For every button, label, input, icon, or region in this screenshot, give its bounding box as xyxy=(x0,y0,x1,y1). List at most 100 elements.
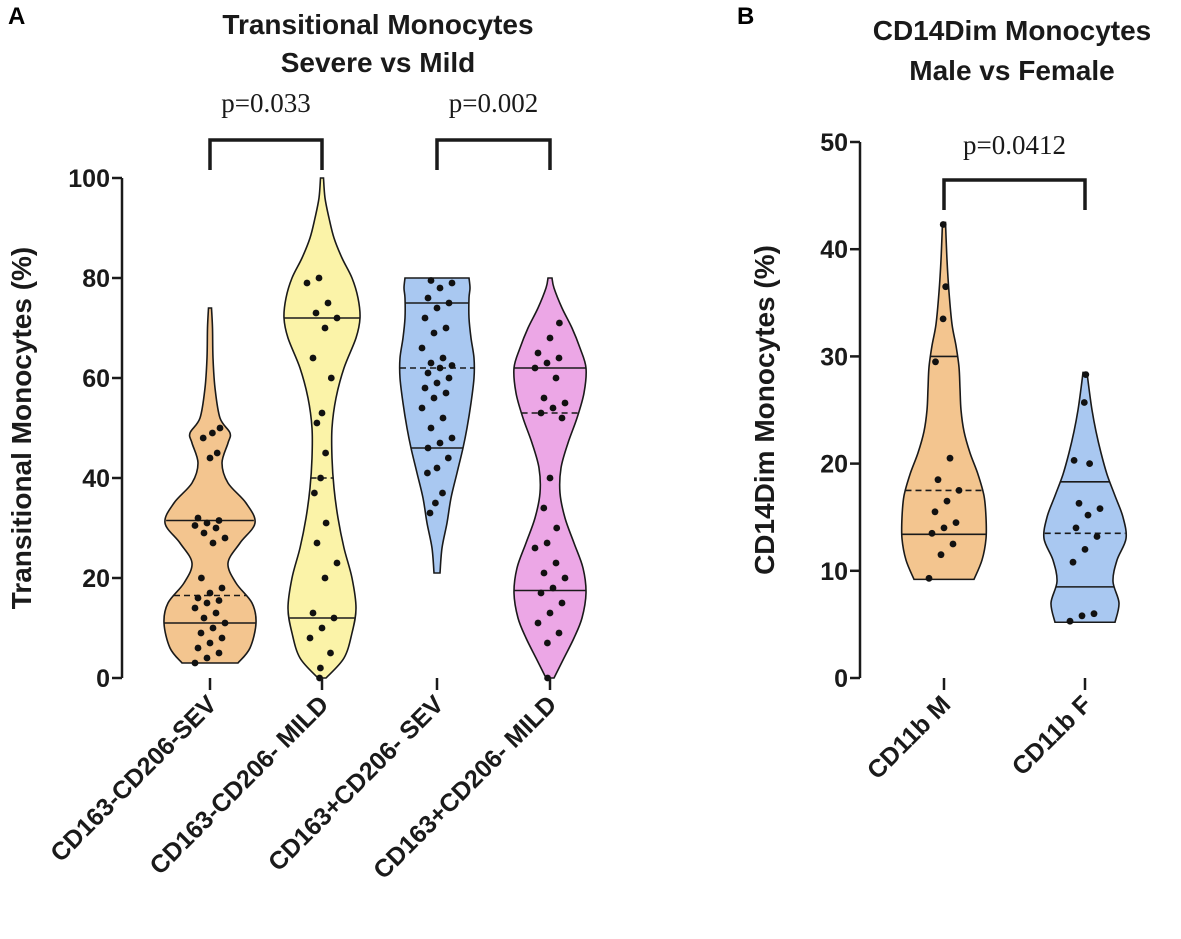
panel-a-data-point xyxy=(318,624,326,632)
panel-a-data-point xyxy=(203,519,211,527)
panel-b-y-tick-label: 50 xyxy=(820,129,848,157)
panel-a-data-point xyxy=(534,349,542,357)
panel-a-data-point xyxy=(448,362,456,369)
panel-b-y-tick-label: 10 xyxy=(820,558,848,586)
panel-a-data-point xyxy=(531,544,539,552)
panel-b-data-point xyxy=(1082,371,1090,378)
panel-a-data-point xyxy=(317,474,324,482)
panel-a-data-point xyxy=(427,424,435,432)
panel-a-data-point xyxy=(215,649,223,657)
panel-b-y-axis-title: CD14Dim Monocytes (%) xyxy=(749,245,780,575)
panel-a-data-point xyxy=(436,439,444,447)
panel-a-data-point xyxy=(546,334,554,342)
panel-b-data-point xyxy=(939,221,947,228)
panel-b-data-point xyxy=(1078,612,1086,620)
panel-a-data-point xyxy=(333,314,341,322)
panel-a-data-point xyxy=(436,364,444,372)
panel-a-data-point xyxy=(448,279,456,287)
panel-a-title-line-1: Transitional Monocytes xyxy=(222,9,533,40)
panel-a-data-point xyxy=(442,389,450,397)
panel-a-data-point xyxy=(537,589,545,597)
panel-a-data-point xyxy=(321,574,329,582)
panel-a-data-point xyxy=(426,509,434,517)
panel-a-data-point xyxy=(531,364,539,372)
panel-a-data-point xyxy=(433,464,441,472)
panel-a-data-point xyxy=(333,559,341,567)
panel-a-data-point xyxy=(552,374,560,382)
panel-a-data-point xyxy=(309,609,317,617)
panel-a-data-point xyxy=(194,644,202,652)
panel-a-data-point xyxy=(424,469,431,477)
panel-a-data-point xyxy=(448,434,456,442)
panel-b-data-point xyxy=(1066,617,1074,625)
panel-b: B CD14Dim Monocytes Male vs Female CD14D… xyxy=(737,3,1151,785)
panel-b-violin-body xyxy=(1042,371,1128,624)
panel-a-data-point xyxy=(558,414,566,422)
panel-a-data-point xyxy=(327,374,335,382)
panel-a-data-point xyxy=(324,299,332,307)
panel-b-violin-cd11b-f xyxy=(1042,371,1128,625)
panel-a-data-point xyxy=(427,277,435,284)
panel-a-data-point xyxy=(215,597,223,604)
panel-a-data-point xyxy=(191,659,199,667)
panel-b-data-point xyxy=(937,551,945,559)
panel-a-data-point xyxy=(209,429,216,437)
panel-b-data-point xyxy=(934,476,942,484)
panel-a-data-point xyxy=(306,634,314,642)
panel-a-significance-bracket: p=0.033 xyxy=(208,88,324,170)
panel-a-y-tick-label: 40 xyxy=(82,465,110,493)
panel-a-data-point xyxy=(203,654,211,662)
panel-b-data-point xyxy=(942,283,950,291)
panel-a-data-point xyxy=(534,619,542,627)
panel-a-data-point xyxy=(546,474,554,482)
panel-a-significance-bracket: p=0.002 xyxy=(435,88,552,170)
panel-a-violin-body xyxy=(398,277,476,574)
panel-b-violin-cd11b-m xyxy=(900,221,988,582)
panel-a-bracket-line xyxy=(435,138,552,170)
panel-a-data-point xyxy=(561,574,569,582)
panel-b-category-label: CD11b M xyxy=(862,690,956,784)
panel-a-data-point xyxy=(322,449,329,457)
panel-a-data-point xyxy=(543,359,551,367)
panel-b-data-point xyxy=(931,508,939,516)
panel-a-data-point xyxy=(206,589,214,597)
panel-a-data-point xyxy=(543,539,551,547)
panel-a-data-point xyxy=(194,514,202,522)
panel-a-data-point xyxy=(212,609,220,617)
panel-a-violin-cd163-cd206-sev xyxy=(163,307,257,667)
panel-a-data-point xyxy=(549,404,557,412)
panel-b-data-point xyxy=(952,519,960,526)
panel-a-data-point xyxy=(200,614,208,622)
panel-b-data-point xyxy=(928,529,936,537)
panel-a-data-point xyxy=(209,539,217,547)
panel-a-data-point xyxy=(537,409,545,417)
panel-a-data-point xyxy=(317,664,324,672)
panel-a-data-point xyxy=(216,424,224,432)
panel-b-data-point xyxy=(1096,505,1104,512)
panel-a-data-point xyxy=(433,379,441,387)
panel-a-data-point xyxy=(540,569,548,577)
panel-a-category-label: CD163+CD206- MILD xyxy=(368,690,562,884)
panel-a-data-point xyxy=(209,624,217,632)
panel-a-title-line-2: Severe vs Mild xyxy=(281,47,476,78)
panel-a-data-point xyxy=(540,394,548,402)
panel-b-data-point xyxy=(1086,460,1093,467)
panel-a-violin-body xyxy=(163,307,257,664)
panel-b-data-point xyxy=(939,315,947,323)
panel-a: A Transitional Monocytes Severe vs Mild … xyxy=(6,3,587,885)
panel-a-data-point xyxy=(315,274,323,282)
panel-a-data-point xyxy=(553,524,561,532)
panel-a-data-point xyxy=(191,604,199,612)
panel-a-data-point xyxy=(194,594,202,602)
panel-a-bracket-line xyxy=(208,138,324,170)
panel-a-data-point xyxy=(200,529,208,537)
panel-a-y-tick-label: 60 xyxy=(82,365,110,393)
panel-a-data-point xyxy=(199,434,207,442)
panel-b-label: B xyxy=(737,3,754,30)
panel-a-data-point xyxy=(445,374,453,382)
panel-b-data-point xyxy=(940,524,948,532)
panel-a-data-point xyxy=(433,304,441,312)
panel-a-data-point xyxy=(424,294,432,302)
panel-a-data-point xyxy=(555,354,563,362)
